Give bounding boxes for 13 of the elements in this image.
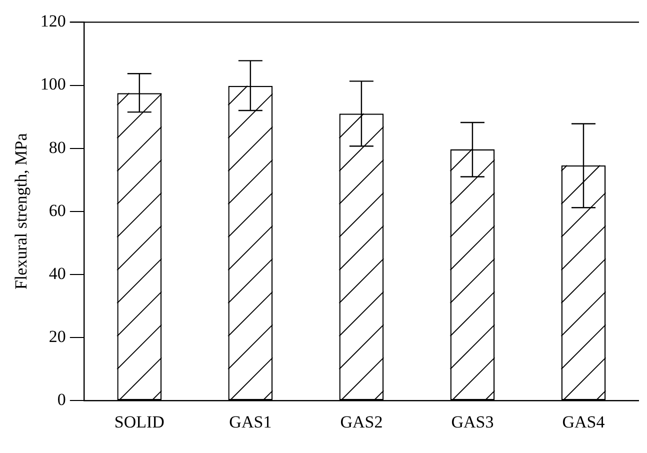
- x-tick-label: GAS4: [562, 412, 606, 432]
- y-tick-label: 80: [48, 138, 66, 157]
- x-tick-label: GAS1: [229, 412, 272, 432]
- y-tick-label: 120: [40, 12, 66, 31]
- x-tick-label: SOLID: [114, 412, 164, 432]
- x-tick-label: GAS2: [340, 412, 383, 432]
- y-tick-label: 100: [40, 74, 66, 94]
- x-tick-label: GAS3: [451, 412, 494, 432]
- y-tick-label: 60: [48, 200, 66, 220]
- y-tick-label: 40: [48, 264, 66, 283]
- y-tick-label: 0: [57, 390, 66, 410]
- y-tick-label: 20: [48, 327, 66, 346]
- y-axis-title: Flexural strength, MPa: [12, 132, 31, 290]
